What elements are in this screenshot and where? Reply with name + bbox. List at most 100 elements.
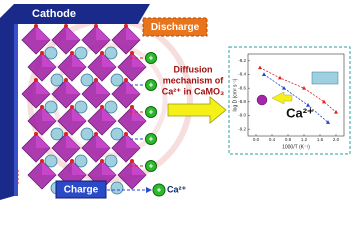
ion-sign: + (149, 135, 154, 144)
data-point (334, 109, 338, 114)
octahedron-face (66, 134, 80, 148)
data-point (278, 75, 282, 80)
y-tick-label: -8.4 (238, 72, 246, 77)
x-tick-label: 0.4 (269, 137, 276, 142)
diffusion-title: Diffusion (174, 64, 213, 74)
ca-site (50, 73, 64, 87)
ion-sign: + (149, 108, 154, 117)
octahedron-face (126, 26, 140, 40)
data-point (262, 72, 266, 76)
graphic: Cathode + + + + + Discharge Diffusion mechan… (0, 4, 351, 200)
ion (152, 183, 166, 197)
page: Cathode + + + + + Discharge Diffusion mechan… (0, 4, 351, 200)
trend-line (263, 74, 329, 123)
ca-site (110, 181, 124, 195)
octahedron-face (42, 161, 56, 175)
octahedron-face (66, 26, 80, 40)
oxygen (100, 51, 104, 55)
ca-site (44, 100, 58, 114)
oxygen (40, 159, 44, 163)
octahedron-face (132, 161, 146, 175)
arrow-head (146, 187, 152, 193)
x-tick-label: 2.0 (333, 137, 340, 142)
ca-site (104, 46, 118, 60)
cathode-label: Cathode (32, 8, 76, 20)
octahedron-face (132, 53, 146, 67)
inset-plot: -8.2 -8.4 -8.6 -8.8 -9.0 -9.2 0.0 0.4 0.8 1.2 1.6 2… (232, 53, 345, 150)
cathode-top (14, 4, 150, 24)
octahedron-face (72, 107, 86, 121)
oxygen (130, 51, 134, 55)
oxygen (70, 105, 74, 109)
data-point (306, 103, 310, 107)
ca-site (104, 100, 118, 114)
x-axis-label: 1000/T (K⁻¹) (282, 144, 310, 150)
charge-label: Charge (64, 185, 99, 196)
charge-box (55, 180, 107, 199)
ion-sign: + (149, 162, 154, 171)
octahedron-face (126, 134, 140, 148)
ca-site (44, 46, 58, 60)
ca-site (74, 100, 88, 114)
y-tick-label: -9.2 (238, 126, 246, 131)
ion (145, 52, 157, 64)
oxygen (34, 78, 38, 82)
inset-title: Ca²⁺ (286, 105, 314, 120)
x-tick-label: 0.8 (285, 137, 292, 142)
oxygen (94, 132, 98, 136)
octahedron-face (96, 80, 110, 94)
y-tick-label: -8.8 (238, 99, 246, 104)
oxygen (40, 51, 44, 55)
x-tick-label: 0.0 (253, 137, 260, 142)
oxygen (40, 105, 44, 109)
ca-site (50, 127, 64, 141)
octahedron-face (72, 53, 86, 67)
oxygen (124, 78, 128, 82)
ion-sign: + (149, 54, 154, 63)
diffusion-title: mechanism of (163, 75, 225, 85)
octahedron-face (42, 107, 56, 121)
oxygen (94, 78, 98, 82)
cathode-edge (14, 24, 18, 196)
arrow (167, 96, 227, 124)
ion (145, 79, 157, 91)
ca-site (104, 154, 118, 168)
octahedron-face (126, 80, 140, 94)
oxygen (124, 24, 128, 28)
x-tick-label: 1.6 (317, 137, 324, 142)
octahedron-face (36, 134, 50, 148)
oxygen (70, 51, 74, 55)
oxygen (100, 159, 104, 163)
octahedron-face (72, 161, 86, 175)
x-tick-label: 1.2 (301, 137, 308, 142)
data-point (302, 85, 306, 90)
oxygen (94, 24, 98, 28)
ca-site (80, 73, 94, 87)
oxygen (64, 24, 68, 28)
oxygen (64, 132, 68, 136)
ca-site (110, 73, 124, 87)
discharge-label: Discharge (151, 22, 200, 33)
y-axis-label: log D (cm² s⁻¹) (232, 78, 238, 111)
ion (145, 133, 157, 145)
data-point (282, 85, 286, 90)
oxygen (130, 105, 134, 109)
y-tick-label: -8.6 (238, 85, 246, 90)
ca-site (74, 46, 88, 60)
lattice: + + + + + (17, 24, 157, 195)
oxygen (64, 78, 68, 82)
mini-arrow (271, 91, 293, 105)
data-point (258, 65, 262, 70)
ion-sign: + (149, 81, 154, 90)
octahedron-face (36, 80, 50, 94)
ion (145, 160, 157, 172)
ca-site (44, 154, 58, 168)
octahedron-face (42, 53, 56, 67)
octahedron-face (36, 26, 50, 40)
data-point (322, 99, 326, 104)
oxygen (34, 132, 38, 136)
oxygen (70, 159, 74, 163)
cathode-side (0, 4, 14, 200)
y-tick-label: -8.2 (238, 58, 246, 63)
trend-line (259, 67, 337, 113)
